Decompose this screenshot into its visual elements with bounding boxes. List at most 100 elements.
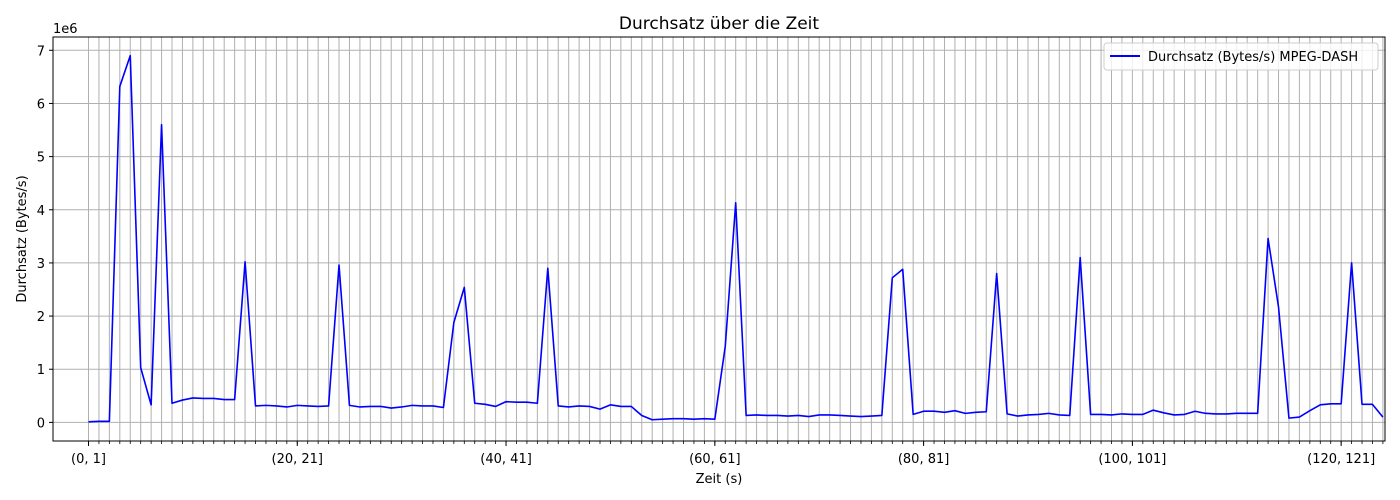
data-point (1340, 403, 1342, 405)
data-point (661, 418, 663, 420)
data-point (474, 402, 476, 404)
data-point (1027, 414, 1029, 416)
data-point (1016, 415, 1018, 417)
data-point (505, 400, 507, 402)
data-point (192, 397, 194, 399)
x-tick-label: (40, 41] (480, 452, 532, 467)
data-point (599, 408, 601, 410)
data-point (98, 420, 100, 422)
data-point (787, 415, 789, 417)
data-point (526, 401, 528, 403)
data-point (515, 401, 517, 403)
data-point (1330, 403, 1332, 405)
x-tick-label: (20, 21] (272, 452, 324, 467)
y-tick-label: 2 (37, 310, 45, 325)
data-point (682, 417, 684, 419)
data-point (1006, 413, 1008, 415)
data-point (390, 407, 392, 409)
data-point (1121, 413, 1123, 415)
data-point (87, 421, 89, 423)
data-point (463, 286, 465, 288)
data-point (1131, 413, 1133, 415)
data-point (797, 414, 799, 416)
data-point (745, 414, 747, 416)
data-point (724, 345, 726, 347)
data-point (547, 267, 549, 269)
data-point (1371, 403, 1373, 405)
data-point (933, 410, 935, 412)
data-point (359, 406, 361, 408)
data-point (1382, 416, 1384, 418)
data-point (108, 420, 110, 422)
data-point (1215, 413, 1217, 415)
data-point (985, 411, 987, 413)
data-point (432, 405, 434, 407)
data-point (1194, 410, 1196, 412)
data-point (620, 405, 622, 407)
data-point (411, 404, 413, 406)
data-point (1183, 413, 1185, 415)
data-point (902, 268, 904, 270)
data-point (223, 398, 225, 400)
data-point (891, 277, 893, 279)
y-axis-offset-label: 1e6 (53, 22, 78, 37)
data-point (1173, 414, 1175, 416)
data-point (1100, 413, 1102, 415)
data-point (380, 405, 382, 407)
data-point (912, 413, 914, 415)
y-tick-label: 7 (37, 44, 45, 59)
x-tick-label: (100, 101] (1098, 452, 1166, 467)
data-point (213, 397, 215, 399)
x-axis-ticks: (0, 1] (20, 21] (40, 41] (60, 61] (80, 81] (1… (71, 441, 1384, 467)
data-point (860, 415, 862, 417)
data-point (755, 414, 757, 416)
data-point (1350, 262, 1352, 264)
data-point (1162, 412, 1164, 414)
data-point (839, 414, 841, 416)
data-point (578, 405, 580, 407)
data-point (766, 414, 768, 416)
legend-label: Durchsatz (Bytes/s) MPEG-DASH (1148, 50, 1358, 65)
x-axis-label: Zeit (s) (696, 472, 743, 487)
data-point (1246, 412, 1248, 414)
data-point (964, 412, 966, 414)
data-point (254, 405, 256, 407)
legend-box (1103, 42, 1379, 71)
data-point (954, 410, 956, 412)
data-point (484, 403, 486, 405)
data-point (1256, 412, 1258, 414)
data-point (1069, 414, 1071, 416)
data-point (317, 405, 319, 407)
y-tick-label: 1 (37, 363, 45, 378)
data-point (181, 399, 183, 401)
data-point (1079, 256, 1081, 258)
data-point (881, 414, 883, 416)
y-tick-label: 0 (37, 416, 45, 431)
data-point (1152, 409, 1154, 411)
data-point (244, 261, 246, 263)
data-point (171, 402, 173, 404)
data-point (1309, 410, 1311, 412)
data-point (369, 405, 371, 407)
data-point (588, 405, 590, 407)
data-point (609, 404, 611, 406)
data-point (265, 404, 267, 406)
data-point (150, 404, 152, 406)
data-point (975, 411, 977, 413)
plot-frame (52, 36, 1386, 442)
data-point (275, 405, 277, 407)
y-axis-label: Durchsatz (Bytes/s) (15, 175, 30, 302)
data-point (160, 124, 162, 126)
grid-lines (53, 37, 1385, 441)
x-tick-label: (120, 121] (1307, 452, 1375, 467)
data-point (630, 405, 632, 407)
data-point (338, 264, 340, 266)
data-point (536, 402, 538, 404)
series-line (88, 54, 1384, 423)
data-point (995, 272, 997, 274)
data-point (818, 414, 820, 416)
x-tick-label: (60, 61] (689, 452, 741, 467)
data-point (922, 410, 924, 412)
data-point (870, 415, 872, 417)
